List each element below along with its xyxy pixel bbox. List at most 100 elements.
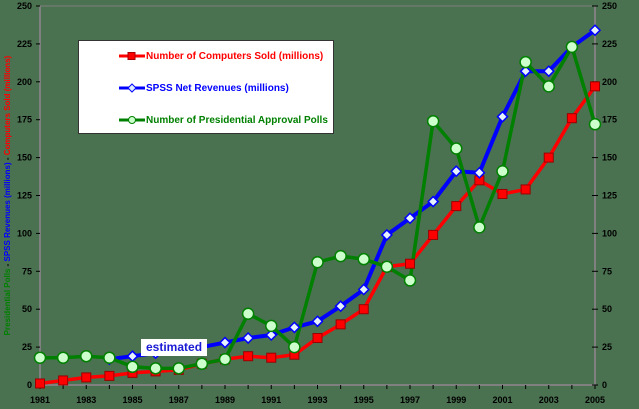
legend-label: Number of Presidential Approval Polls <box>146 114 328 126</box>
y-tick-label: 50 <box>22 304 32 314</box>
x-tick-label: 1989 <box>215 395 235 405</box>
data-point <box>520 184 531 195</box>
data-point <box>265 328 278 342</box>
data-point <box>542 80 555 93</box>
data-point <box>380 260 394 274</box>
y-tick-label: 0 <box>27 380 32 390</box>
y-tick-label: 250 <box>17 1 32 11</box>
y2-tick-label: 225 <box>602 39 617 49</box>
legend-item-computers: Number of Computers Sold (millions) <box>119 49 323 63</box>
data-point <box>195 357 209 371</box>
data-point <box>266 352 277 363</box>
y-tick-label: 100 <box>17 228 32 238</box>
data-point <box>450 165 463 178</box>
data-point <box>426 114 440 128</box>
data-point <box>357 283 370 296</box>
y-tick-label: 200 <box>17 77 32 87</box>
data-point <box>288 340 301 354</box>
data-point <box>588 117 602 131</box>
data-point <box>149 362 162 375</box>
y2-tick-label: 50 <box>602 304 612 314</box>
data-point <box>542 65 555 78</box>
circle-marker-icon <box>119 116 145 124</box>
data-point <box>56 351 70 364</box>
data-point <box>103 351 116 364</box>
data-point <box>312 333 323 344</box>
legend-label: Number of Computers Sold (millions) <box>146 50 324 62</box>
x-tick-label: 1997 <box>400 395 420 405</box>
data-point <box>519 65 532 78</box>
legend: Number of Computers Sold (millions) SPSS… <box>78 40 334 134</box>
x-tick-label: 1985 <box>122 395 142 405</box>
y2-tick-label: 200 <box>602 77 617 87</box>
x-tick-label: 1993 <box>307 395 327 405</box>
data-point <box>335 319 346 330</box>
x-tick-label: 2003 <box>539 395 559 405</box>
data-point <box>380 228 393 241</box>
x-tick-label: 1987 <box>169 395 189 405</box>
y-tick-label: 225 <box>17 39 32 49</box>
data-point <box>126 360 139 374</box>
data-point <box>427 195 440 208</box>
data-point <box>243 351 254 362</box>
y2-tick-label: 0 <box>602 380 607 390</box>
data-point <box>218 352 232 366</box>
legend-label: SPSS Net Revenues (millions) <box>146 82 289 94</box>
data-point <box>519 55 532 69</box>
data-point <box>357 252 370 266</box>
y2-tick-label: 125 <box>602 191 617 201</box>
y-tick-label: 25 <box>22 342 32 352</box>
x-tick-label: 2005 <box>585 395 605 405</box>
data-point <box>428 229 439 240</box>
data-point <box>450 142 463 155</box>
data-point <box>334 300 347 313</box>
data-point <box>80 349 93 363</box>
data-point <box>241 307 255 320</box>
data-point <box>265 319 278 333</box>
legend-item-polls: Number of Presidential Approval Polls <box>119 113 328 127</box>
data-point <box>288 321 301 334</box>
y-tick-label: 75 <box>22 266 32 276</box>
data-point <box>311 315 324 328</box>
y2-tick-label: 100 <box>602 228 617 238</box>
data-point <box>35 378 45 389</box>
x-tick-label: 1995 <box>354 395 374 405</box>
y-tick-label: 125 <box>17 191 32 201</box>
data-point <box>58 375 69 386</box>
x-tick-label: 1991 <box>261 395 281 405</box>
x-tick-label: 1999 <box>446 395 466 405</box>
y-axis-label: Presidential Polls - SPSS Revenues (mill… <box>3 55 12 335</box>
data-point <box>473 166 486 179</box>
data-point <box>496 110 509 123</box>
data-point <box>473 221 486 234</box>
y2-tick-label: 150 <box>602 153 617 163</box>
axes: 0 25 50 75 100 125 150 175 200 225 250 0 25 50 75 100 12… <box>17 1 617 405</box>
x-tick-label: 2001 <box>492 395 512 405</box>
data-point <box>497 188 508 199</box>
y2-tick-label: 25 <box>602 342 612 352</box>
data-point <box>566 113 577 124</box>
data-point <box>403 212 417 225</box>
y-tick-label: 150 <box>17 153 32 163</box>
x-tick-label: 1983 <box>76 395 96 405</box>
data-point <box>565 40 579 54</box>
data-point <box>33 351 47 364</box>
square-marker-icon <box>119 52 145 60</box>
data-point <box>588 24 602 37</box>
data-point <box>81 372 92 383</box>
x-tick-label: 1981 <box>30 395 50 405</box>
y2-tick-label: 75 <box>602 266 612 276</box>
diamond-marker-icon <box>119 83 145 93</box>
data-point <box>218 336 232 349</box>
data-point <box>543 152 554 163</box>
data-point <box>334 249 347 263</box>
data-point <box>590 81 600 92</box>
data-point <box>126 350 139 363</box>
data-point <box>242 331 255 345</box>
y2-tick-label: 175 <box>602 115 617 125</box>
data-point <box>403 274 417 287</box>
data-point <box>405 258 415 269</box>
y-tick-label: 175 <box>17 115 32 125</box>
data-point <box>451 201 462 212</box>
data-point <box>172 362 185 375</box>
